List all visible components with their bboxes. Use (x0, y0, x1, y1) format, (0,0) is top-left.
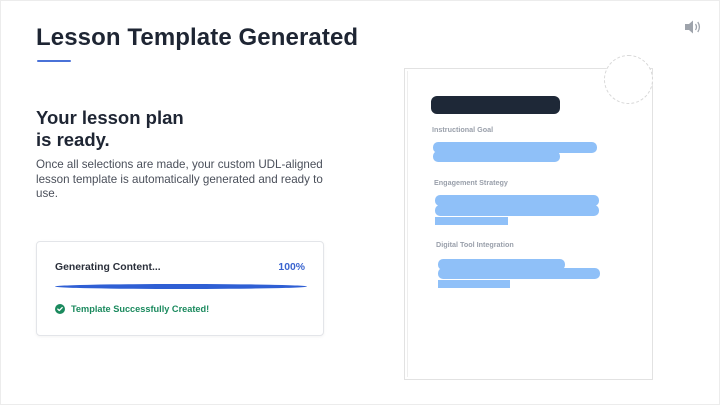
placeholder-line (433, 151, 560, 162)
title-underline (37, 60, 71, 62)
placeholder-line (435, 205, 599, 216)
headline-line-1: Your lesson plan (36, 107, 184, 128)
status-message: Template Successfully Created! (55, 304, 209, 314)
description: Once all selections are made, your custo… (36, 158, 323, 200)
status-text: Template Successfully Created! (71, 304, 210, 314)
section-label-instructional-goal: Instructional Goal (432, 125, 494, 134)
placeholder-line (433, 142, 597, 153)
check-circle-icon (55, 304, 65, 314)
progress-bar (55, 284, 307, 289)
document-corner-circle (604, 55, 653, 104)
progress-percent: 100% (278, 262, 305, 273)
progress-label: Generating Content... (55, 262, 161, 273)
section-label-digital-tool-integration: Digital Tool Integration (436, 240, 514, 249)
placeholder-line (435, 195, 599, 206)
placeholder-line (438, 280, 510, 288)
headline: Your lesson plan is ready. (36, 107, 184, 151)
page-title: Lesson Template Generated (36, 24, 359, 51)
speaker-icon[interactable] (683, 18, 703, 36)
placeholder-line (438, 259, 565, 270)
document-title-placeholder (431, 96, 560, 114)
headline-line-2: is ready. (36, 129, 110, 150)
placeholder-line (435, 217, 508, 225)
placeholder-line (438, 268, 600, 279)
progress-card: Generating Content... 100% Template Succ… (36, 241, 324, 336)
section-label-engagement-strategy: Engagement Strategy (434, 178, 508, 187)
document-page-edge (407, 71, 650, 377)
